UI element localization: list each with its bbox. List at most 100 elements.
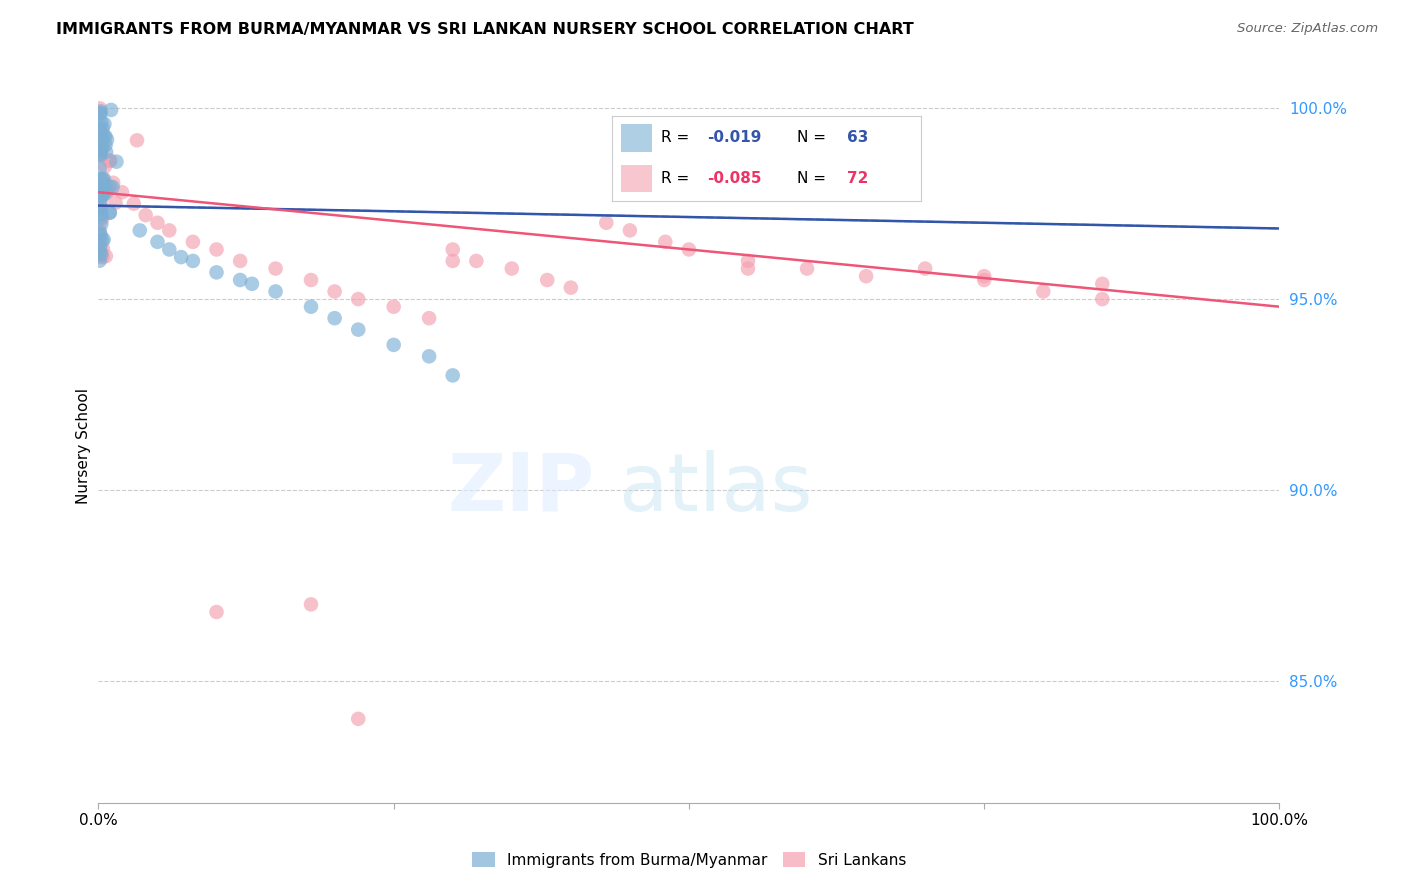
Text: N =: N = [797, 171, 831, 186]
Point [93, 117, 115, 131]
Point [89, 132, 111, 146]
Point [89, 202, 111, 217]
Point [91, 182, 114, 196]
Point [128, 223, 150, 237]
Point [90, 211, 112, 225]
Point [146, 216, 169, 230]
Point [90, 217, 112, 231]
Point [122, 196, 145, 211]
Point [101, 176, 124, 190]
Point [347, 712, 370, 726]
Point [89, 249, 111, 263]
Point [89, 245, 111, 260]
Point [89, 199, 111, 213]
Text: ZIP: ZIP [447, 450, 595, 528]
Point [229, 273, 252, 287]
Text: N =: N = [797, 130, 831, 145]
Point [89, 253, 111, 268]
Point [229, 254, 252, 268]
Point [441, 254, 464, 268]
Point [501, 261, 523, 276]
Point [93, 172, 115, 186]
Point [855, 269, 877, 284]
Point [418, 349, 440, 363]
Point [125, 133, 148, 147]
Point [560, 280, 582, 294]
Point [157, 243, 180, 257]
Point [157, 223, 180, 237]
Point [89, 161, 111, 176]
Point [91, 250, 114, 264]
Point [93, 233, 115, 247]
Point [90, 245, 112, 260]
Point [347, 292, 370, 306]
Point [465, 254, 488, 268]
Point [135, 208, 157, 222]
Point [181, 254, 204, 268]
Point [181, 235, 204, 249]
Point [96, 133, 118, 147]
Point [1091, 277, 1114, 291]
Point [89, 190, 111, 204]
Point [89, 122, 111, 136]
Point [536, 273, 558, 287]
Text: atlas: atlas [619, 450, 813, 528]
Point [94, 160, 117, 174]
Point [96, 185, 118, 199]
Point [240, 277, 263, 291]
Point [654, 235, 676, 249]
Point [91, 187, 114, 202]
Point [678, 243, 700, 257]
Point [93, 187, 115, 202]
Point [170, 250, 193, 264]
Point [89, 182, 111, 196]
Point [1032, 285, 1054, 299]
Point [90, 200, 112, 214]
Point [91, 211, 114, 226]
Point [90, 125, 112, 139]
Point [90, 184, 112, 198]
Point [98, 205, 121, 219]
Point [94, 178, 117, 192]
Point [105, 154, 128, 169]
Point [91, 140, 114, 154]
Point [299, 273, 322, 287]
Point [90, 247, 112, 261]
Point [90, 143, 112, 157]
Point [89, 223, 111, 237]
Point [1091, 292, 1114, 306]
Point [90, 130, 112, 145]
Point [90, 104, 112, 119]
Point [111, 186, 134, 200]
Point [98, 153, 121, 168]
Point [299, 598, 322, 612]
Point [89, 146, 111, 161]
Point [264, 285, 287, 299]
Point [90, 242, 112, 256]
Point [89, 172, 111, 186]
Text: Source: ZipAtlas.com: Source: ZipAtlas.com [1237, 22, 1378, 36]
Text: -0.019: -0.019 [707, 130, 762, 145]
Point [89, 147, 111, 161]
Point [205, 605, 228, 619]
Point [146, 235, 169, 249]
Point [90, 107, 112, 121]
Point [299, 300, 322, 314]
Point [737, 261, 759, 276]
Point [973, 269, 995, 284]
Point [441, 243, 464, 257]
Point [98, 179, 121, 194]
Point [418, 311, 440, 326]
Text: 63: 63 [846, 130, 868, 145]
Point [90, 193, 112, 207]
Text: 72: 72 [846, 171, 868, 186]
Text: R =: R = [661, 171, 695, 186]
Point [91, 242, 114, 256]
Point [94, 249, 117, 263]
Point [94, 129, 117, 144]
Point [89, 106, 111, 120]
Point [89, 148, 111, 162]
Point [93, 128, 115, 143]
Text: -0.085: -0.085 [707, 171, 762, 186]
Y-axis label: Nursery School: Nursery School [76, 388, 91, 504]
